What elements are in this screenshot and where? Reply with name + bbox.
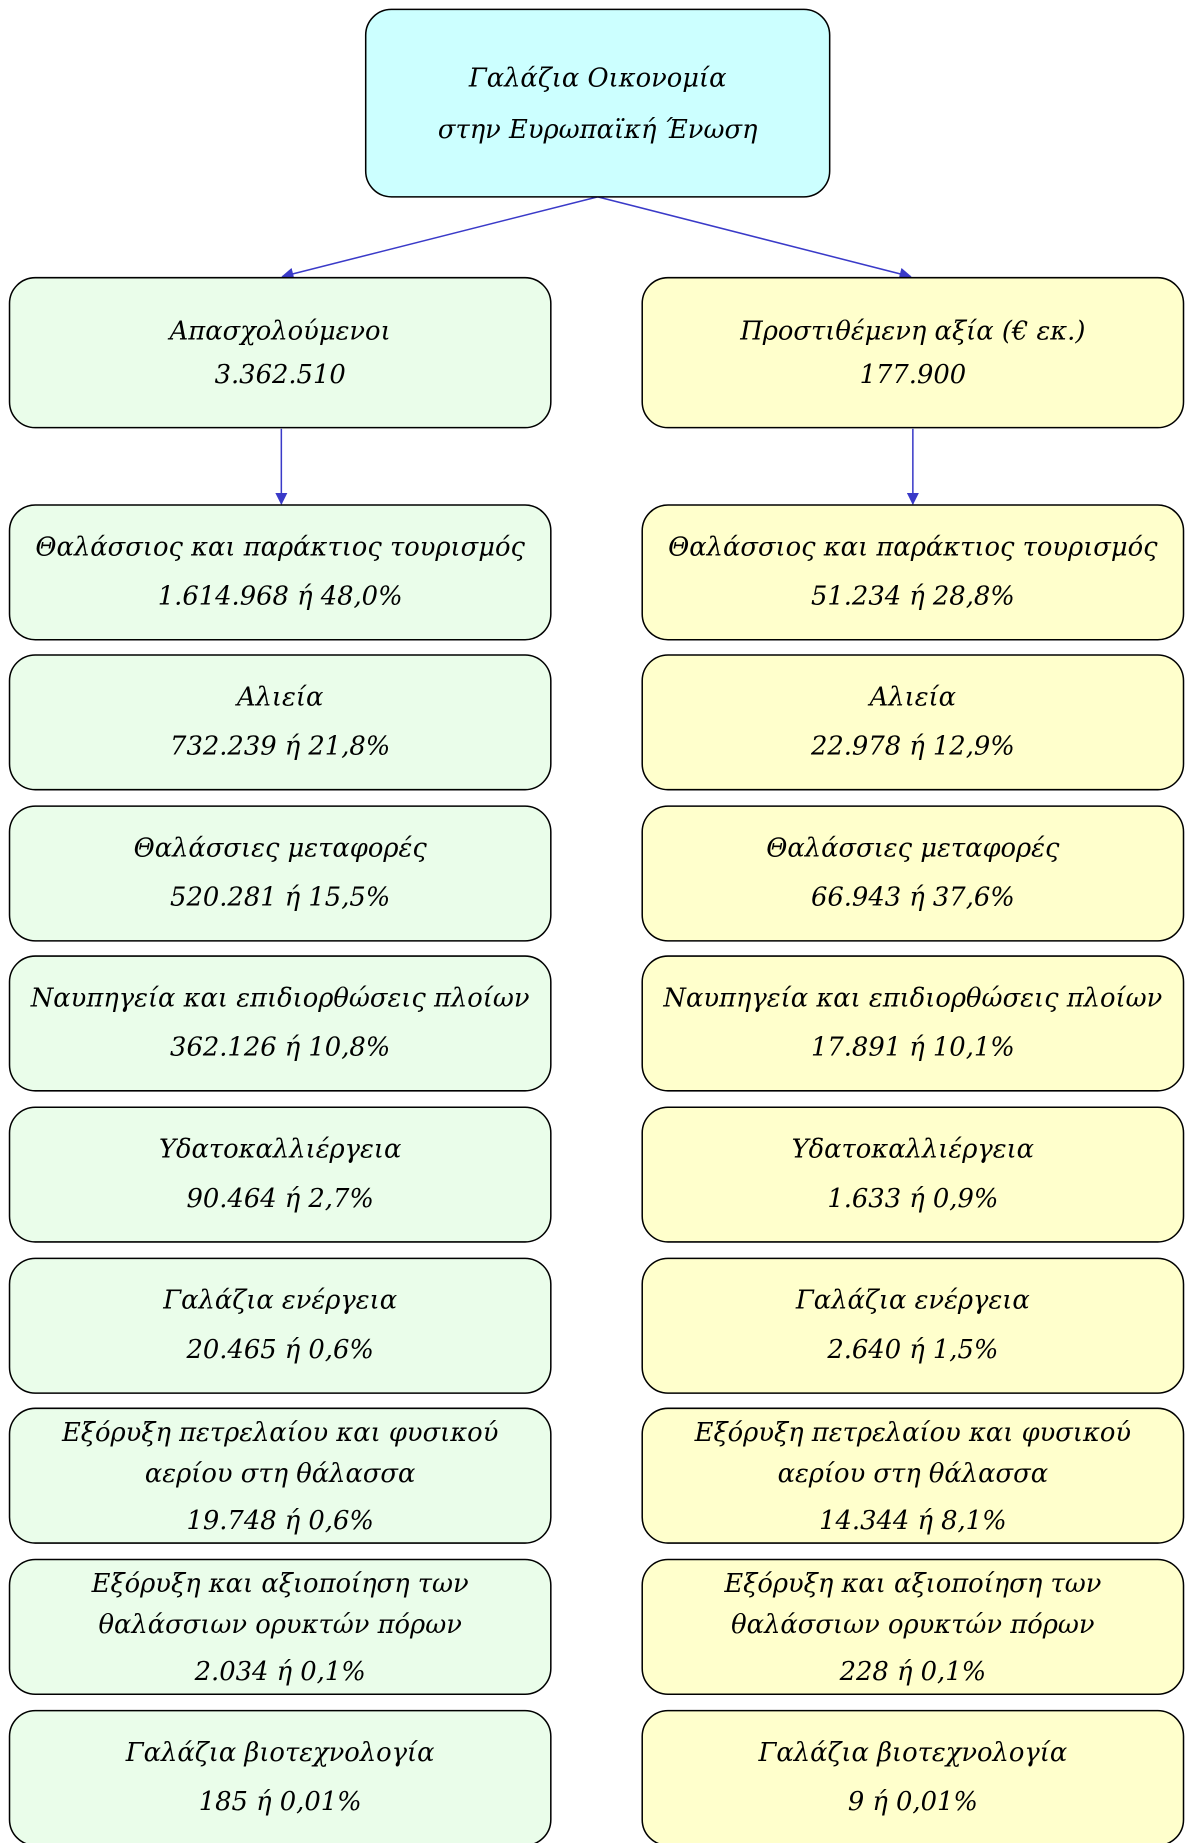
box-text: Γαλάζια βιοτεχνολογία [757, 1738, 1067, 1768]
box [641, 1558, 1185, 1695]
box-text: Γαλάζια βιοτεχνολογία [125, 1738, 435, 1768]
box-text: 520.281 ή 15,5% [170, 883, 390, 913]
box [8, 1257, 552, 1394]
box-text: Ναυπηγεία και επιδιορθώσεις πλοίων [662, 983, 1162, 1013]
box [8, 805, 552, 942]
box-text: Θαλάσσιες μεταφορές [134, 833, 428, 863]
box-text: 1.633 ή 0,9% [827, 1184, 998, 1214]
box-text: 90.464 ή 2,7% [186, 1184, 373, 1214]
box-text: αερίου στη θάλασσα [145, 1459, 416, 1489]
box-text: 3.362.510 [215, 360, 346, 390]
box-text: Γαλάζια ενέργεια [162, 1286, 397, 1316]
box [8, 955, 552, 1092]
box-text: 14.344 ή 8,1% [819, 1506, 1006, 1536]
box [641, 1106, 1185, 1243]
box [641, 1257, 1185, 1394]
box-text: 66.943 ή 37,6% [811, 883, 1015, 913]
box-text: Θαλάσσιος και παράκτιος τουρισμός [35, 532, 525, 562]
box [641, 805, 1185, 942]
box-text: 22.978 ή 12,9% [810, 732, 1015, 762]
box [641, 955, 1185, 1092]
box-text: Εξόρυξη και αξιοποίηση των [91, 1569, 469, 1599]
box-text: 19.748 ή 0,6% [186, 1506, 373, 1536]
box [8, 1709, 552, 1843]
box-text: 20.465 ή 0,6% [185, 1335, 373, 1365]
box-text: Υδατοκαλλιέργεια [159, 1135, 401, 1165]
box [8, 654, 552, 791]
box-text: 185 ή 0,01% [199, 1787, 362, 1817]
box [641, 504, 1185, 641]
box-text: 1.614.968 ή 48,0% [158, 582, 403, 612]
arrow [597, 196, 912, 280]
box-text: Εξόρυξη και αξιοποίηση των [723, 1569, 1101, 1599]
box-text: 9 ή 0,01% [848, 1787, 978, 1817]
box-text: θαλάσσιων ορυκτών πόρων [98, 1610, 462, 1640]
box [8, 1106, 552, 1243]
arrow [281, 196, 598, 280]
box [8, 276, 552, 429]
box-text: Θαλάσσιος και παράκτιος τουρισμός [668, 532, 1158, 562]
box-text: Υδατοκαλλιέργεια [792, 1135, 1034, 1165]
box-text: 51.234 ή 28,8% [811, 582, 1015, 612]
box-text: 2.640 ή 1,5% [826, 1335, 998, 1365]
box-text: αερίου στη θάλασσα [778, 1459, 1049, 1489]
box-text: Αλιεία [235, 682, 323, 712]
box-text: 732.239 ή 21,8% [170, 732, 390, 762]
box-text: Ναυπηγεία και επιδιορθώσεις πλοίων [30, 983, 530, 1013]
box-text: 177.900 [860, 360, 967, 390]
box-text: Γαλάζια Οικονομία [468, 64, 727, 94]
box [8, 504, 552, 641]
box [641, 654, 1185, 791]
box [8, 1407, 552, 1544]
box-text: στην Ευρωπαϊκή Ένωση [438, 115, 758, 145]
box-text: 228 ή 0,1% [839, 1657, 986, 1687]
box-text: Θαλάσσιες μεταφορές [766, 833, 1060, 863]
box [641, 1407, 1185, 1544]
box-text: Αλιεία [868, 682, 956, 712]
box [641, 276, 1185, 429]
box-text: Προστιθέμενη αξία (€ εκ.) [739, 317, 1085, 347]
box-text: 2.034 ή 0,1% [194, 1657, 366, 1687]
box-text: Εξόρυξη πετρελαίου και φυσικού [694, 1418, 1131, 1448]
box-text: 362.126 ή 10,8% [170, 1033, 390, 1063]
box-text: 17.891 ή 10,1% [811, 1033, 1015, 1063]
box [364, 8, 831, 198]
box-text: Απασχολούμενοι [168, 317, 391, 347]
box-text: Γαλάζια ενέργεια [795, 1286, 1030, 1316]
box-text: Εξόρυξη πετρελαίου και φυσικού [61, 1418, 498, 1448]
box [641, 1709, 1185, 1843]
box [8, 1558, 552, 1695]
box-text: θαλάσσιων ορυκτών πόρων [731, 1610, 1095, 1640]
